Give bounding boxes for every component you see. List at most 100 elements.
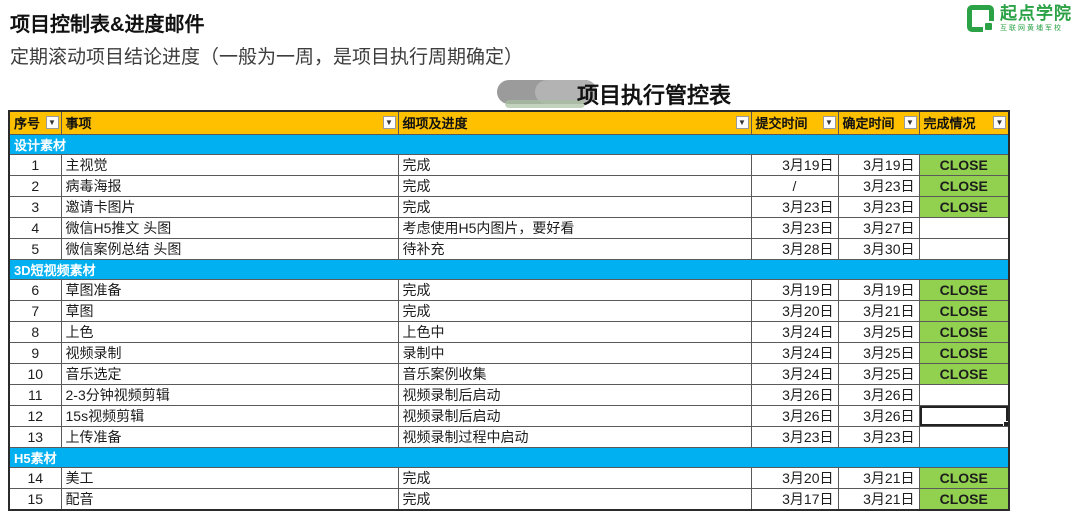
cell-confirm-date[interactable]: 3月27日 [837, 216, 920, 239]
cell-no[interactable]: 2 [8, 174, 62, 197]
cell-confirm-date[interactable]: 3月25日 [837, 341, 920, 364]
cell-status[interactable] [918, 237, 1010, 260]
cell-item[interactable]: 配音 [60, 487, 399, 510]
cell-confirm-date[interactable]: 3月19日 [837, 153, 920, 176]
filter-dropdown-icon[interactable]: ▼ [822, 116, 836, 130]
cell-detail[interactable]: 完成 [397, 153, 752, 176]
cell-no[interactable]: 13 [8, 425, 62, 448]
cell-status[interactable] [918, 383, 1010, 406]
cell-submit-date[interactable]: 3月23日 [750, 216, 839, 239]
cell-submit-date[interactable]: 3月26日 [750, 383, 839, 406]
cell-status[interactable]: CLOSE [918, 487, 1010, 510]
cell-item[interactable]: 邀请卡图片 [60, 195, 399, 218]
cell-status[interactable]: CLOSE [918, 153, 1010, 176]
cell-detail[interactable]: 完成 [397, 195, 752, 218]
cell-submit-date[interactable]: 3月24日 [750, 320, 839, 343]
cell-no[interactable]: 1 [8, 153, 62, 176]
cell-confirm-date[interactable]: 3月30日 [837, 237, 920, 260]
cell-confirm-date[interactable]: 3月23日 [837, 174, 920, 197]
cell-submit-date[interactable]: 3月23日 [750, 425, 839, 448]
cell-item[interactable]: 草图 [60, 299, 399, 322]
cell-detail[interactable]: 完成 [397, 278, 752, 301]
cell-no[interactable]: 11 [8, 383, 62, 406]
cell-item[interactable]: 美工 [60, 466, 399, 489]
cell-confirm-date[interactable]: 3月21日 [837, 487, 920, 510]
filter-dropdown-icon[interactable]: ▼ [993, 116, 1006, 130]
cell-item[interactable]: 2-3分钟视频剪辑 [60, 383, 399, 406]
cell-item[interactable]: 病毒海报 [60, 174, 399, 197]
cell-no[interactable]: 6 [8, 278, 62, 301]
cell-confirm-date[interactable]: 3月23日 [837, 195, 920, 218]
cell-no[interactable]: 3 [8, 195, 62, 218]
cell-no[interactable]: 12 [8, 404, 62, 427]
cell-status[interactable] [918, 404, 1010, 427]
cell-detail[interactable]: 完成 [397, 487, 752, 510]
cell-confirm-date[interactable]: 3月25日 [837, 362, 920, 385]
cell-status[interactable]: CLOSE [918, 278, 1010, 301]
cell-item[interactable]: 15s视频剪辑 [60, 404, 399, 427]
cell-detail[interactable]: 完成 [397, 466, 752, 489]
cell-item[interactable]: 主视觉 [60, 153, 399, 176]
cell-detail[interactable]: 完成 [397, 174, 752, 197]
cell-detail[interactable]: 音乐案例收集 [397, 362, 752, 385]
cell-status[interactable]: CLOSE [918, 362, 1010, 385]
filter-dropdown-icon[interactable]: ▼ [45, 116, 59, 130]
cell-submit-date[interactable]: 3月26日 [750, 404, 839, 427]
cell-no[interactable]: 15 [8, 487, 62, 510]
cell-submit-date[interactable]: 3月28日 [750, 237, 839, 260]
cell-item[interactable]: 草图准备 [60, 278, 399, 301]
cell-status[interactable] [918, 425, 1010, 448]
cell-status[interactable]: CLOSE [918, 466, 1010, 489]
cell-submit-date[interactable]: 3月24日 [750, 341, 839, 364]
cell-status[interactable] [918, 216, 1010, 239]
section-label-cell[interactable]: H5素材 [8, 446, 1010, 468]
cell-status[interactable]: CLOSE [918, 299, 1010, 322]
cell-confirm-date[interactable]: 3月21日 [837, 299, 920, 322]
cell-submit-date[interactable]: 3月19日 [750, 278, 839, 301]
cell-submit-date[interactable]: 3月17日 [750, 487, 839, 510]
column-header-2[interactable]: 细项及进度 ▼ [397, 110, 752, 135]
cell-status[interactable]: CLOSE [918, 174, 1010, 197]
cell-no[interactable]: 9 [8, 341, 62, 364]
filter-dropdown-icon[interactable]: ▼ [382, 116, 396, 130]
cell-detail[interactable]: 视频录制过程中启动 [397, 425, 752, 448]
cell-detail[interactable]: 上色中 [397, 320, 752, 343]
filter-dropdown-icon[interactable]: ▼ [735, 116, 749, 130]
cell-item[interactable]: 视频录制 [60, 341, 399, 364]
cell-item[interactable]: 上传准备 [60, 425, 399, 448]
cell-confirm-date[interactable]: 3月26日 [837, 404, 920, 427]
cell-no[interactable]: 4 [8, 216, 62, 239]
section-label-cell[interactable]: 设计素材 [8, 133, 1010, 155]
column-header-1[interactable]: 事项 ▼ [60, 110, 399, 135]
cell-submit-date[interactable]: 3月24日 [750, 362, 839, 385]
cell-no[interactable]: 8 [8, 320, 62, 343]
cell-item[interactable]: 音乐选定 [60, 362, 399, 385]
cell-detail[interactable]: 待补充 [397, 237, 752, 260]
cell-submit-date[interactable]: 3月23日 [750, 195, 839, 218]
cell-submit-date[interactable]: 3月20日 [750, 299, 839, 322]
cell-confirm-date[interactable]: 3月26日 [837, 383, 920, 406]
cell-submit-date[interactable]: 3月20日 [750, 466, 839, 489]
cell-submit-date[interactable]: / [750, 174, 839, 197]
cell-confirm-date[interactable]: 3月21日 [837, 466, 920, 489]
cell-submit-date[interactable]: 3月19日 [750, 153, 839, 176]
cell-item[interactable]: 微信案例总结 头图 [60, 237, 399, 260]
cell-item[interactable]: 微信H5推文 头图 [60, 216, 399, 239]
cell-no[interactable]: 14 [8, 466, 62, 489]
cell-no[interactable]: 5 [8, 237, 62, 260]
cell-confirm-date[interactable]: 3月25日 [837, 320, 920, 343]
cell-item[interactable]: 上色 [60, 320, 399, 343]
cell-no[interactable]: 7 [8, 299, 62, 322]
cell-detail[interactable]: 视频录制后启动 [397, 383, 752, 406]
section-label-cell[interactable]: 3D短视频素材 [8, 258, 1010, 280]
cell-detail[interactable]: 视频录制后启动 [397, 404, 752, 427]
column-header-5[interactable]: 完成情况 ▼ [918, 110, 1010, 135]
filter-dropdown-icon[interactable]: ▼ [903, 116, 917, 130]
cell-no[interactable]: 10 [8, 362, 62, 385]
cell-detail[interactable]: 录制中 [397, 341, 752, 364]
cell-detail[interactable]: 完成 [397, 299, 752, 322]
column-header-0[interactable]: 序号 ▼ [8, 110, 62, 135]
column-header-3[interactable]: 提交时间 ▼ [750, 110, 839, 135]
cell-detail[interactable]: 考虑使用H5内图片，要好看 [397, 216, 752, 239]
cell-confirm-date[interactable]: 3月23日 [837, 425, 920, 448]
